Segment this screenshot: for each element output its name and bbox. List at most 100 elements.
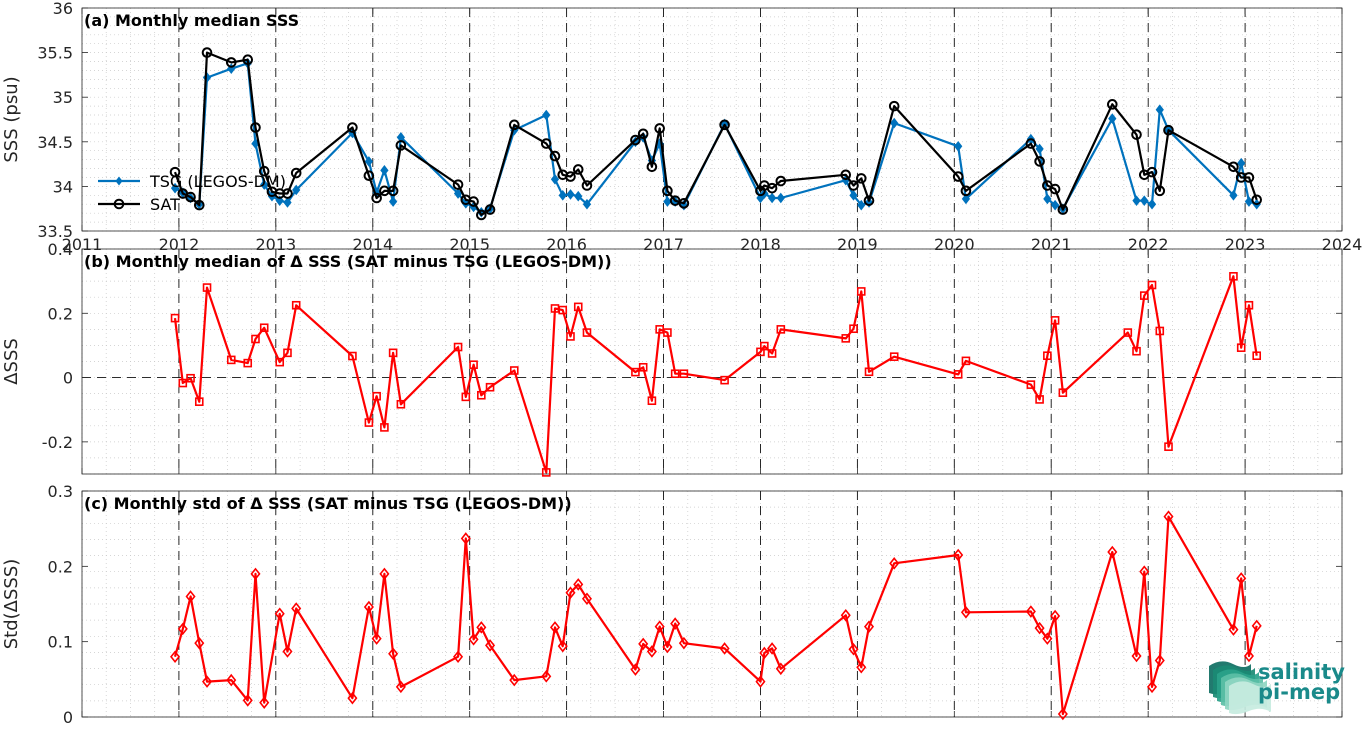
- data-point: [1035, 143, 1044, 155]
- data-point: [541, 468, 551, 477]
- y-tick-label: 0.4: [48, 240, 73, 259]
- data-point: [292, 184, 301, 196]
- data-point: [347, 691, 358, 705]
- data-point: [453, 188, 463, 199]
- series-line: [174, 62, 1258, 214]
- data-point: [186, 373, 195, 383]
- data-point: [662, 640, 673, 654]
- data-point: [863, 195, 875, 206]
- data-point: [243, 358, 253, 368]
- data-point: [841, 334, 851, 343]
- legend-label: TSG (LEGOS-DM): [149, 172, 286, 191]
- data-point: [372, 391, 381, 401]
- data-point: [663, 196, 672, 207]
- data-point: [468, 196, 479, 207]
- data-point: [961, 356, 971, 366]
- data-point: [452, 179, 464, 190]
- data-point: [242, 54, 254, 66]
- data-point: [242, 694, 253, 707]
- data-point: [347, 122, 358, 133]
- legend: TSG (LEGOS-DM) SAT: [98, 172, 286, 214]
- data-point: [582, 328, 592, 337]
- panel-1: 2011 2012 2013 2014 2015 2016 2017 2018 2019 2020…: [1, 0, 1362, 254]
- data-point: [461, 392, 471, 402]
- data-point: [1123, 328, 1133, 337]
- data-point: [646, 645, 657, 658]
- data-point: [646, 161, 658, 173]
- data-point: [558, 190, 567, 201]
- data-point: [1237, 157, 1246, 169]
- data-point: [283, 197, 292, 208]
- data-point: [194, 397, 204, 406]
- data-point: [767, 192, 777, 204]
- y-tick-label: 0.2: [48, 304, 73, 323]
- data-point: [387, 185, 399, 197]
- data-point: [363, 170, 375, 181]
- axes-box: [81, 490, 1343, 718]
- data-point: [630, 663, 641, 676]
- series-line: [173, 51, 1258, 216]
- data-point: [169, 166, 181, 178]
- data-point: [226, 673, 237, 687]
- data-point: [952, 171, 964, 182]
- data-point: [259, 323, 269, 333]
- data-point: [225, 57, 237, 68]
- data-point: [185, 590, 196, 603]
- data-point: [380, 423, 389, 432]
- ticks: [81, 7, 1343, 232]
- data-point: [1131, 129, 1142, 140]
- data-point: [1050, 316, 1060, 325]
- data-point: [508, 119, 520, 131]
- minor-grid: [81, 248, 1343, 475]
- data-point: [719, 119, 730, 131]
- data-point: [889, 352, 899, 361]
- data-point: [1228, 161, 1239, 173]
- data-point: [1244, 300, 1254, 310]
- data-point: [1106, 99, 1118, 110]
- logo-line-2: pi-mep: [1258, 680, 1340, 704]
- y-axis-label: ΔSSS: [1, 338, 22, 385]
- data-point: [662, 185, 673, 197]
- data-point: [849, 190, 858, 201]
- data-point: [468, 633, 479, 646]
- data-point: [1140, 195, 1149, 206]
- data-point: [282, 645, 293, 658]
- logo-line-1: salinity: [1258, 660, 1345, 684]
- data-point: [1236, 572, 1247, 585]
- data-point: [849, 324, 858, 334]
- data-point: [1229, 190, 1238, 201]
- data-point: [1132, 346, 1141, 356]
- data-point: [202, 283, 212, 292]
- data-point: [291, 602, 302, 615]
- data-point: [775, 662, 786, 676]
- data-point: [1147, 198, 1157, 210]
- data-point: [202, 675, 213, 688]
- data-point: [1049, 183, 1061, 195]
- data-point: [954, 140, 963, 152]
- data-point: [1050, 609, 1061, 623]
- data-point: [1042, 632, 1053, 645]
- data-point: [960, 606, 971, 619]
- y-tick-label: 35: [53, 88, 73, 107]
- y-axis-label: SSS (psu): [1, 76, 22, 162]
- data-point: [1244, 196, 1254, 207]
- data-point: [638, 362, 648, 372]
- data-point: [540, 138, 552, 149]
- y-tick-label: -0.2: [42, 433, 73, 452]
- data-point: [654, 620, 665, 633]
- year-lines: [178, 249, 1246, 474]
- data-point: [566, 332, 575, 341]
- ticks: [81, 248, 1343, 474]
- data-point: [565, 171, 576, 182]
- legend-marker: [113, 198, 125, 210]
- series-1: [170, 272, 1262, 477]
- data-point: [348, 351, 357, 361]
- data-point: [864, 367, 874, 377]
- data-point: [396, 399, 406, 409]
- data-point: [178, 378, 188, 388]
- data-point: [663, 328, 672, 337]
- y-tick-label: 0: [63, 369, 73, 388]
- data-point: [581, 180, 593, 191]
- data-point: [1139, 291, 1149, 300]
- axes-box: [81, 248, 1343, 475]
